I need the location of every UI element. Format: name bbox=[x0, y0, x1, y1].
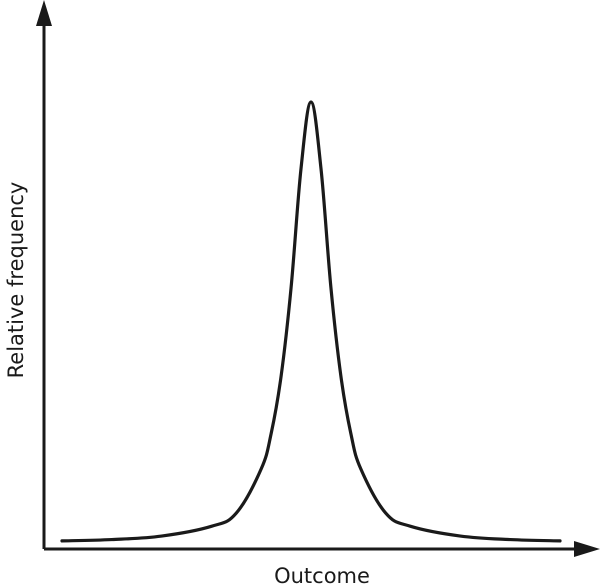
x-axis-label: Outcome bbox=[274, 564, 370, 588]
y-axis-arrow-icon bbox=[36, 0, 52, 26]
series-layer bbox=[60, 100, 562, 543]
y-axis-label: Relative frequency bbox=[4, 182, 28, 379]
x-axis-arrow-icon bbox=[574, 541, 600, 557]
series-line-0 bbox=[60, 100, 562, 543]
